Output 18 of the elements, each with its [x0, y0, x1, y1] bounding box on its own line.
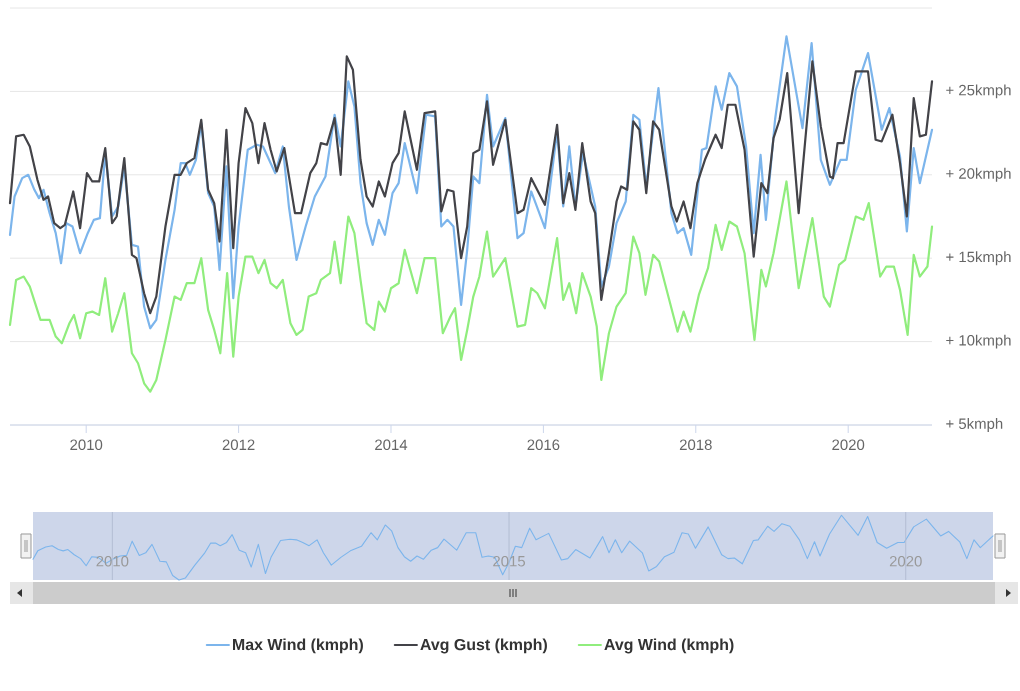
y-tick-label: + 25kmph [946, 84, 1011, 99]
x-tick-label: 2020 [889, 555, 922, 567]
line-series [8, 180, 934, 393]
y-tick-label: + 10kmph [946, 334, 1011, 349]
legend-label: Avg Gust (kmph) [420, 638, 547, 654]
x-tick-label: 2020 [832, 439, 865, 451]
x-tick-label: 2010 [70, 439, 103, 451]
legend-label: Avg Wind (kmph) [604, 638, 734, 654]
y-tick-label: + 15kmph [946, 251, 1011, 266]
x-tick-label: 2016 [527, 439, 560, 451]
legend-label: Max Wind (kmph) [233, 638, 363, 654]
x-tick-label: 2015 [493, 555, 526, 567]
x-tick-label: 2018 [679, 439, 712, 451]
x-tick-label: 2012 [222, 439, 255, 451]
y-tick-label: + 20kmph [946, 167, 1011, 182]
y-tick-label: + 5kmph [946, 418, 1003, 432]
x-tick-label: 2010 [96, 555, 129, 567]
x-tick-label: 2014 [375, 439, 408, 451]
